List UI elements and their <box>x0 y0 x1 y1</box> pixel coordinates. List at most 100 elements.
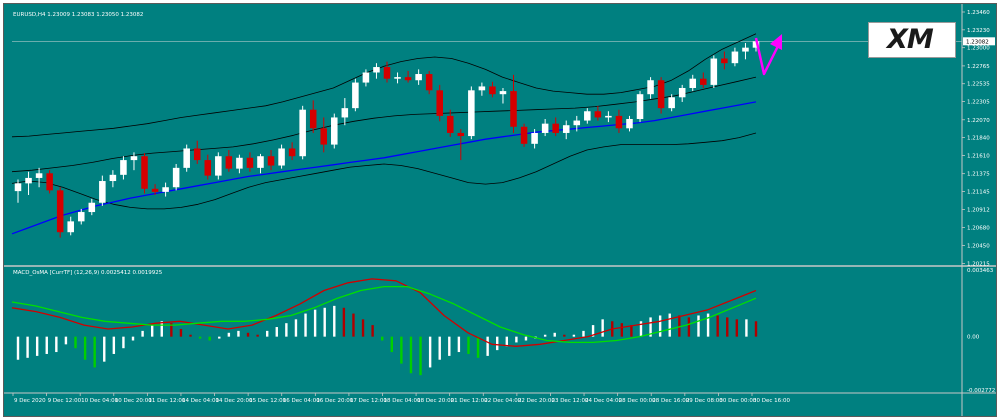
histogram-bar <box>668 313 671 337</box>
candle <box>14 183 22 192</box>
histogram-bar <box>496 336 499 351</box>
macd-lines <box>11 278 757 347</box>
histogram-bar <box>361 319 365 337</box>
candle <box>383 67 391 79</box>
xm-logo-text: XM <box>887 24 934 55</box>
histogram-bar <box>745 319 748 337</box>
histogram-bar <box>735 319 739 337</box>
time-tick-label: 29 Dec 08:00 <box>686 398 723 404</box>
candle <box>678 87 686 98</box>
histogram-bar <box>256 334 259 337</box>
histogram-bar <box>141 330 144 337</box>
histogram-bar <box>486 336 489 356</box>
candle <box>573 120 581 126</box>
histogram-bar <box>697 315 700 337</box>
band-upper <box>11 33 757 138</box>
histogram-bar <box>103 336 106 362</box>
grid-lines <box>4 4 996 416</box>
forecast-arrow-head <box>770 34 782 50</box>
histogram-bar <box>227 332 231 337</box>
histogram-bar <box>371 325 374 337</box>
histogram-bar <box>179 328 183 337</box>
candle <box>478 86 486 91</box>
price-tick-label: 1.23230 <box>967 28 990 34</box>
candle <box>109 174 117 182</box>
candle <box>183 148 190 168</box>
candle <box>394 77 401 79</box>
histogram-bar <box>457 336 461 353</box>
candle <box>151 188 159 192</box>
price-tick-label: 1.20680 <box>967 226 990 232</box>
histogram-bar <box>754 321 758 337</box>
time-tick-label: 28 Dec 00:00 <box>619 398 656 404</box>
histogram-bar <box>678 315 681 337</box>
candle <box>331 117 338 145</box>
time-tick-label: 15 Dec 12:00 <box>249 398 286 404</box>
price-tick-label: 1.22765 <box>967 64 990 70</box>
candle <box>731 51 739 64</box>
candle <box>510 91 517 127</box>
time-tick-label: 22 Dec 20:00 <box>518 398 555 404</box>
time-tick-label: 21 Dec 12:00 <box>451 398 488 404</box>
time-tick-label: 28 Dec 16:00 <box>652 398 689 404</box>
band-middle <box>11 76 757 173</box>
candle <box>373 67 380 73</box>
candle <box>236 157 243 169</box>
histogram-bar <box>246 332 250 337</box>
candle <box>320 128 328 145</box>
candle <box>594 111 602 118</box>
histogram-bar <box>218 336 221 339</box>
macd-tick-label: -0.002772 <box>967 388 995 394</box>
histogram-bar <box>505 336 509 347</box>
histogram-bar <box>553 332 556 337</box>
candle <box>668 97 675 109</box>
histogram-bar <box>16 336 20 360</box>
candle <box>246 157 254 168</box>
forecast-arrow-stroke <box>754 37 780 76</box>
candle <box>457 132 465 137</box>
candle <box>362 72 370 83</box>
price-tick-label: 1.21840 <box>967 136 990 142</box>
candle <box>446 115 454 133</box>
histogram-bar <box>93 336 96 368</box>
histogram-bar <box>83 336 87 360</box>
price-tick-label: 1.23000 <box>967 46 990 52</box>
candle <box>193 148 201 161</box>
xm-logo: XM <box>868 22 956 58</box>
histogram-bar <box>313 309 317 337</box>
candle <box>288 148 296 157</box>
candle <box>647 80 654 95</box>
chart-canvas[interactable]: 1.23460 1.23230 1.23000 1.22765 1.22535 1.223… <box>4 4 997 417</box>
histogram-bar <box>620 323 624 337</box>
symbol-info: EURUSD,H4 1.23009 1.23083 1.23050 1.2308… <box>13 12 143 18</box>
candle <box>88 202 96 213</box>
chart-window[interactable]: 1.23460 1.23230 1.23000 1.22765 1.22535 1.223… <box>3 3 997 417</box>
candle <box>605 115 612 118</box>
histogram-bar <box>467 336 470 354</box>
histogram-bar <box>582 330 585 337</box>
candle <box>204 160 212 176</box>
histogram-bar <box>265 330 269 337</box>
time-tick-label: 9 Dec 2020 <box>14 398 46 404</box>
candle <box>436 90 443 116</box>
histogram-bar <box>160 321 163 337</box>
candle <box>584 111 591 121</box>
histogram-bar <box>630 325 633 337</box>
histogram-bar <box>150 325 154 337</box>
candle <box>721 58 728 64</box>
macd-tick-label: 0.003463 <box>967 268 994 274</box>
time-tick-label: 30 Dec 16:00 <box>753 398 790 404</box>
price-tick-label: 1.21610 <box>967 153 990 159</box>
candle <box>299 109 306 157</box>
histogram-bar <box>294 319 298 337</box>
candle <box>742 47 749 52</box>
histogram-bar <box>45 336 48 354</box>
candle <box>172 167 180 188</box>
time-tick-label: 9 Dec 12:00 <box>48 398 82 404</box>
candle <box>626 119 633 129</box>
histogram-bar <box>448 336 451 356</box>
histogram-bar <box>122 336 125 349</box>
histogram-bar <box>352 313 355 337</box>
histogram-bar <box>323 307 326 337</box>
